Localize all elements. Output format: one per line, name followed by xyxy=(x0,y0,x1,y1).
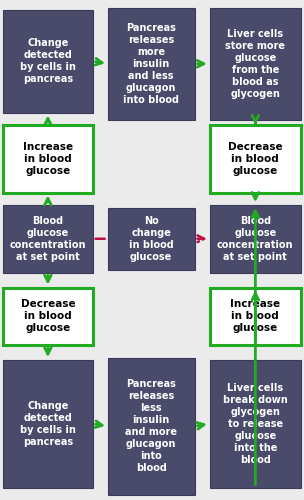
FancyBboxPatch shape xyxy=(210,125,301,192)
Text: Liver cells
store more
glucose
from the
blood as
glycogen: Liver cells store more glucose from the … xyxy=(225,28,285,99)
Text: Pancreas
releases
more
insulin
and less
glucagon
into blood: Pancreas releases more insulin and less … xyxy=(123,22,179,105)
Text: No
change
in blood
glucose: No change in blood glucose xyxy=(129,216,174,262)
FancyBboxPatch shape xyxy=(210,288,301,345)
Text: Pancreas
releases
less
insulin
and more
glucagon
into
blood: Pancreas releases less insulin and more … xyxy=(125,379,177,473)
FancyBboxPatch shape xyxy=(210,8,301,120)
Text: Change
detected
by cells in
pancreas: Change detected by cells in pancreas xyxy=(20,38,76,84)
FancyBboxPatch shape xyxy=(3,288,93,345)
Text: Decrease
in blood
glucose: Decrease in blood glucose xyxy=(21,299,75,333)
FancyBboxPatch shape xyxy=(3,205,93,272)
FancyBboxPatch shape xyxy=(3,360,93,488)
FancyBboxPatch shape xyxy=(108,8,195,120)
FancyBboxPatch shape xyxy=(108,208,195,270)
Text: Change
detected
by cells in
pancreas: Change detected by cells in pancreas xyxy=(20,401,76,447)
FancyBboxPatch shape xyxy=(210,360,301,488)
Text: Increase
in blood
glucose: Increase in blood glucose xyxy=(230,299,280,333)
Text: Decrease
in blood
glucose: Decrease in blood glucose xyxy=(228,142,283,176)
Text: Liver cells
break down
glycogen
to release
glucose
into the
blood: Liver cells break down glycogen to relea… xyxy=(223,383,288,465)
Text: Increase
in blood
glucose: Increase in blood glucose xyxy=(23,142,73,176)
FancyBboxPatch shape xyxy=(210,205,301,272)
Text: Blood
glucose
concentration
at set point: Blood glucose concentration at set point xyxy=(217,216,294,262)
FancyBboxPatch shape xyxy=(3,10,93,113)
FancyBboxPatch shape xyxy=(108,358,195,495)
FancyBboxPatch shape xyxy=(3,125,93,192)
Text: Blood
glucose
concentration
at set point: Blood glucose concentration at set point xyxy=(10,216,86,262)
